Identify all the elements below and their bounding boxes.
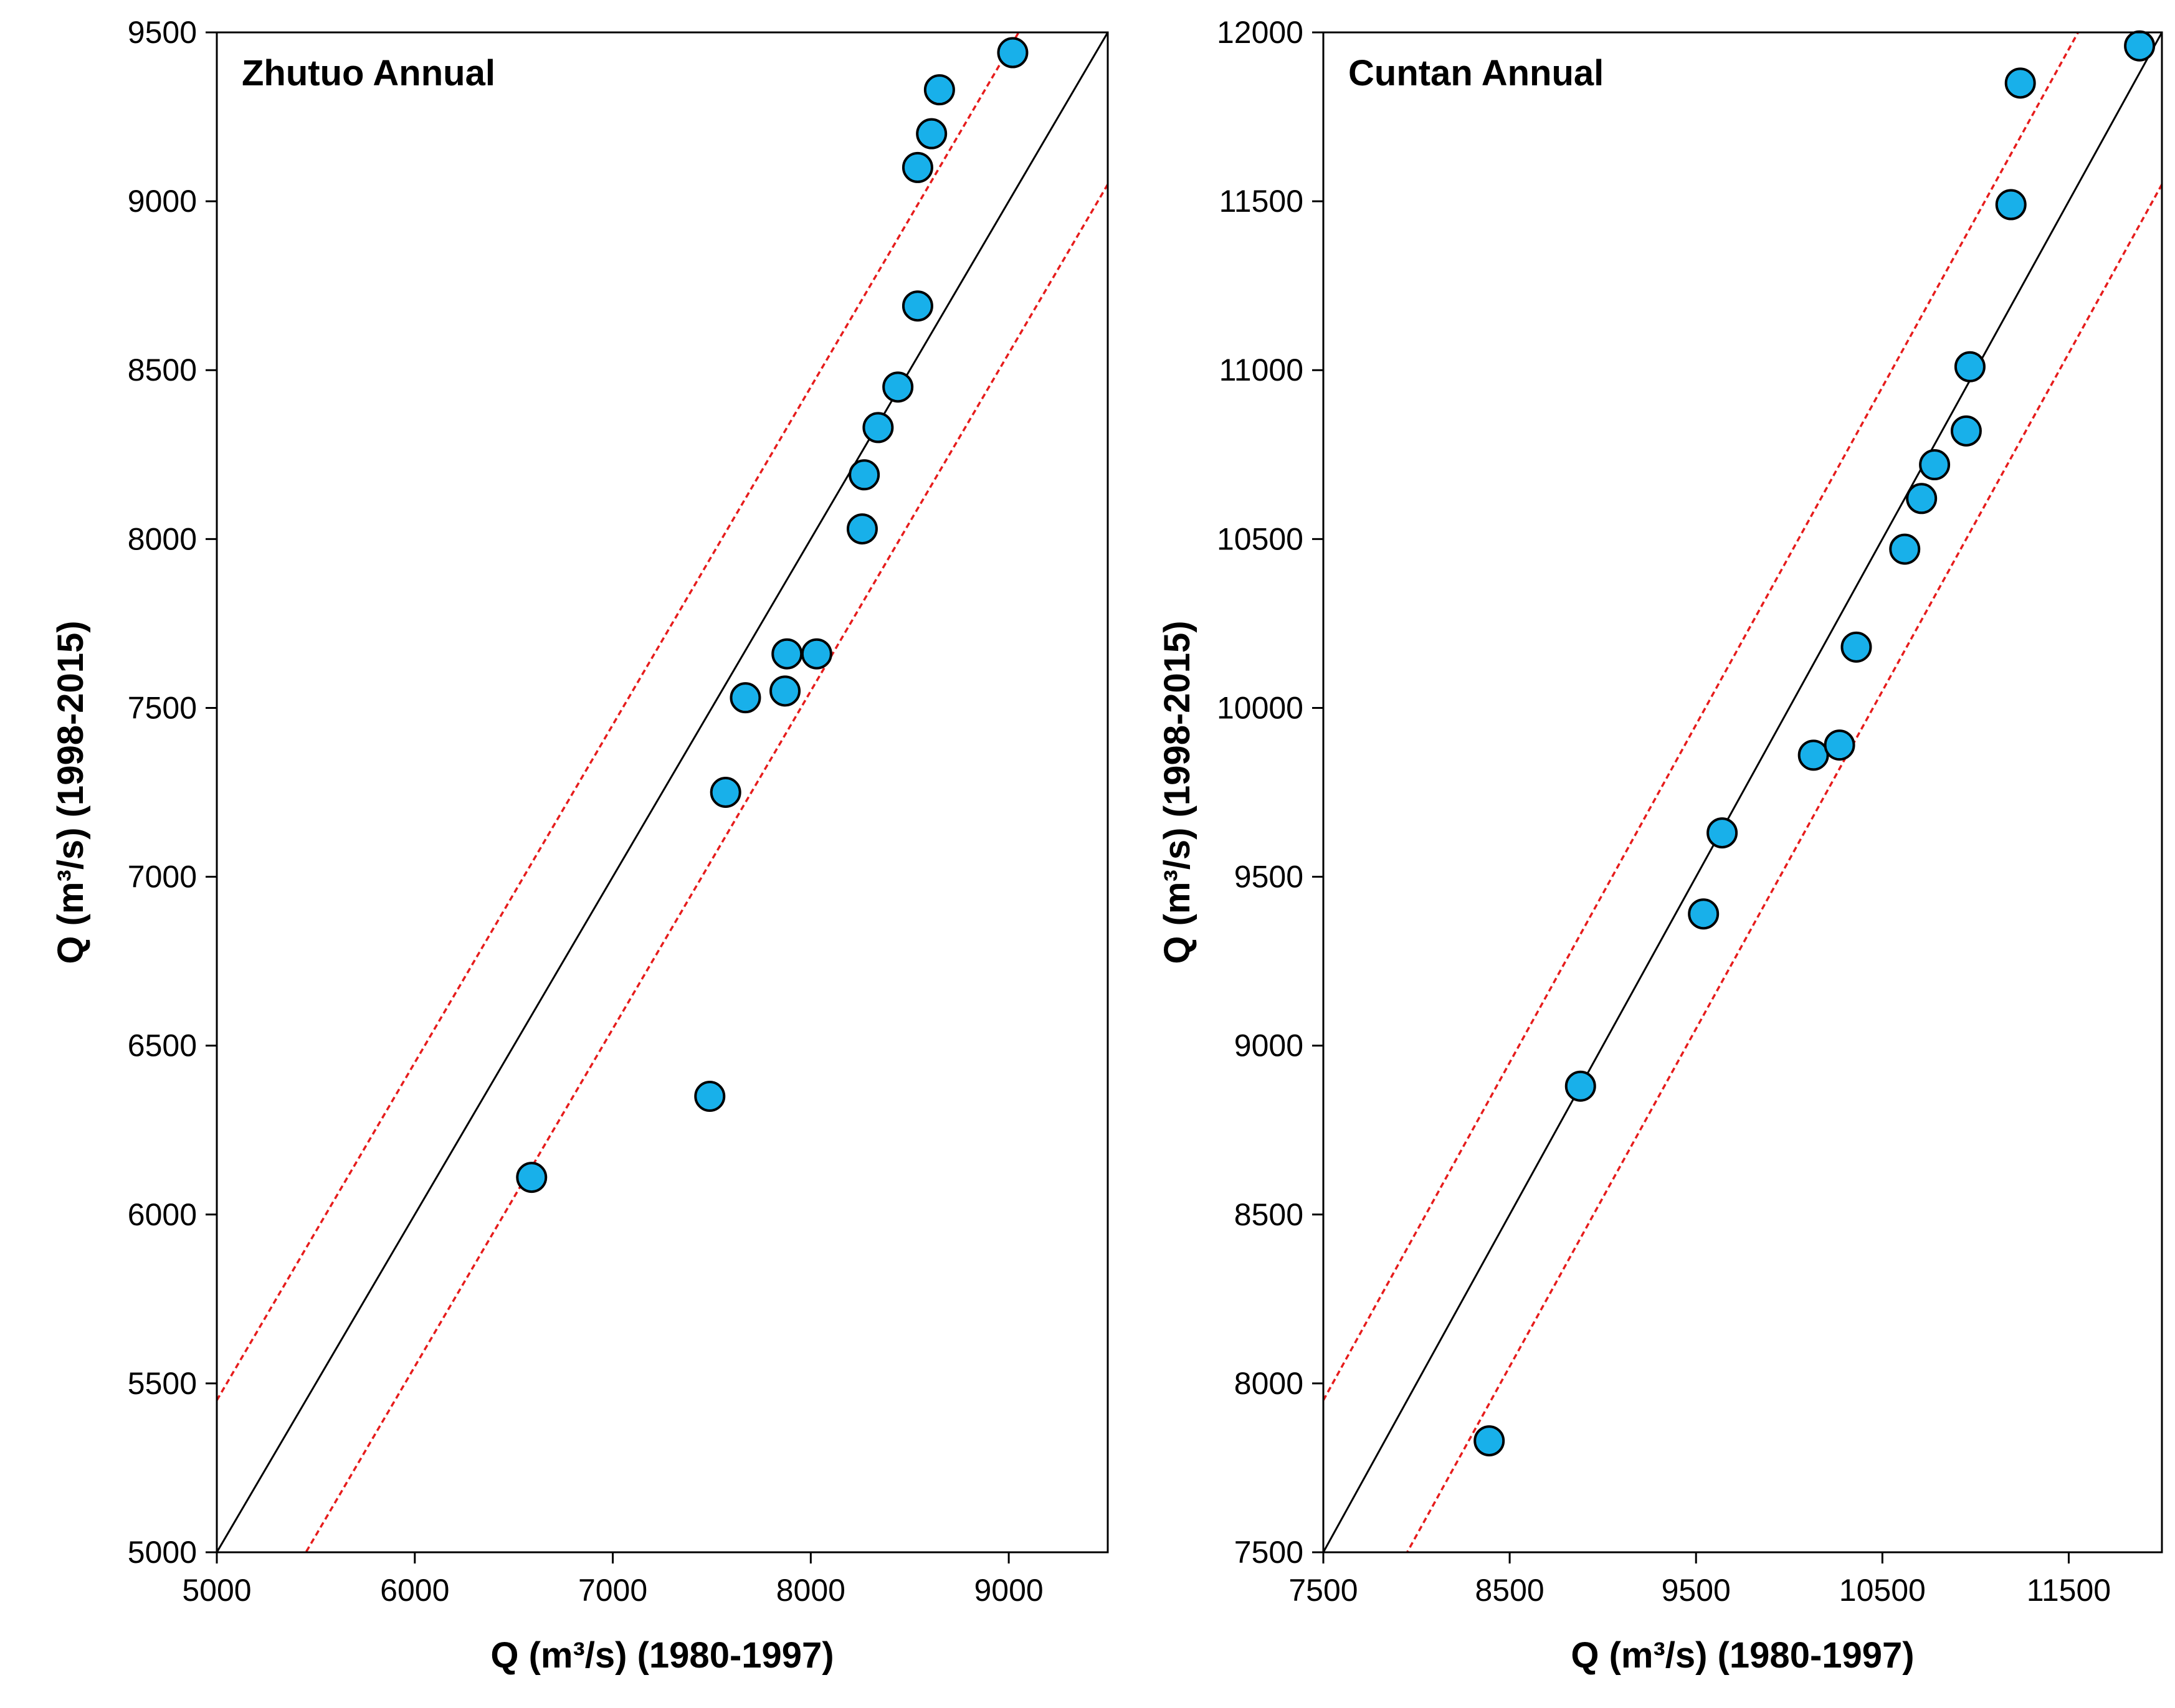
upper-bound-line [217,32,1020,1401]
data-point [1840,631,1872,663]
x-tick-label: 5000 [182,1573,251,1608]
data-point [1473,1425,1505,1457]
x-tick-label: 8500 [1475,1573,1544,1608]
lower-bound-line [305,184,1108,1552]
data-point [1564,1070,1596,1102]
data-point [902,290,933,322]
y-tick-label: 11000 [1219,353,1303,387]
x-tick-label: 11500 [2027,1573,2111,1608]
identity-line [217,32,1108,1552]
plot-frame [1322,31,2163,1554]
data-point [2004,67,2036,99]
y-tick-label: 8500 [128,353,197,387]
data-point [849,459,880,491]
y-tick-label: 6500 [128,1028,197,1063]
y-tick-label: 7500 [1234,1535,1303,1570]
data-point [846,513,878,545]
y-axis-label: Q (m³/s) (1998-2015) [1157,620,1197,964]
upper-bound-line [1323,32,2079,1401]
y-tick-label: 9000 [1234,1028,1303,1063]
y-tick-label: 11500 [1219,184,1303,219]
y-tick-label: 9500 [1234,860,1303,894]
data-point [769,675,801,707]
data-point [1824,729,1855,761]
data-point [730,682,761,714]
y-tick-label: 10500 [1217,521,1303,556]
x-axis-label: Q (m³/s) (1980-1997) [1571,1635,1914,1676]
y-tick-label: 9000 [128,184,197,219]
data-point [882,371,914,403]
x-tick-label: 9000 [974,1573,1043,1608]
y-axis-label: Q (m³/s) (1998-2015) [50,620,91,964]
y-tick-label: 5500 [128,1366,197,1401]
y-tick-label: 12000 [1217,15,1303,50]
data-point [997,37,1029,69]
y-tick-label: 10000 [1217,690,1303,725]
data-point [1995,189,2027,221]
data-point [694,1081,726,1112]
data-point [862,412,894,444]
y-tick-label: 8500 [1234,1197,1303,1232]
cuntan-panel: 7500 8500 9500 10500 11500 7500 8000 8500 9000 95… [1157,15,2163,1676]
data-point [1797,739,1829,771]
identity-line [1323,32,2162,1552]
data-point [771,638,803,670]
y-tick-label: 9500 [128,15,197,50]
data-point [1919,449,1951,481]
data-point [1706,817,1738,849]
plot-frame [216,31,1109,1554]
y-tick-label: 6000 [128,1197,197,1232]
data-point [1954,351,1986,382]
data-point [801,638,832,670]
data-point [923,74,955,106]
data-point [1889,533,1921,565]
x-tick-label: 10500 [1839,1573,1926,1608]
data-point [1906,483,1938,515]
x-tick-label: 7000 [578,1573,647,1608]
x-tick-label: 7500 [1288,1573,1358,1608]
y-tick-label: 5000 [128,1535,197,1570]
panel-title: Zhutuo Annual [242,53,495,93]
x-axis-label: Q (m³/s) (1980-1997) [490,1635,834,1676]
data-point [1950,415,1982,447]
y-tick-label: 8000 [1234,1366,1303,1401]
x-tick-label: 9500 [1662,1573,1731,1608]
lower-bound-line [1406,184,2162,1552]
y-tick-label: 8000 [128,521,197,556]
x-tick-label: 6000 [380,1573,449,1608]
zhutuo-panel: 5000 6000 7000 8000 9000 5000 5500 6000 6500 7000… [50,15,1109,1676]
data-point [1688,898,1720,930]
panel-title: Cuntan Annual [1348,53,1604,93]
data-point [916,118,948,149]
y-tick-label: 7000 [128,860,197,894]
y-tick-label: 7500 [128,690,197,725]
data-point [2124,30,2156,62]
data-point [710,777,741,808]
data-point [902,151,933,183]
x-tick-label: 8000 [776,1573,845,1608]
data-point [516,1162,548,1193]
